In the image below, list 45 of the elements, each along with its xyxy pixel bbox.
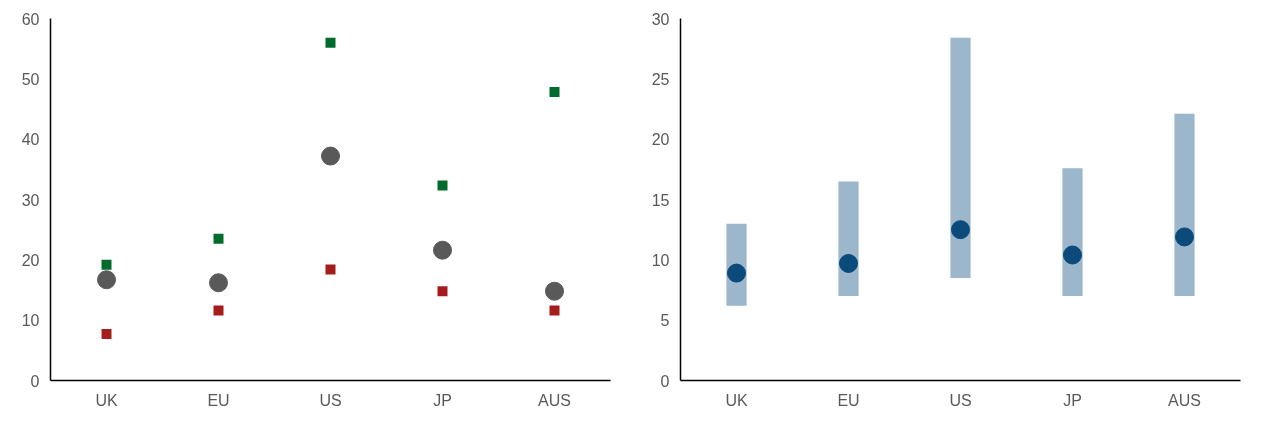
x-tick-label: US [319, 391, 342, 409]
y-tick-label: 30 [21, 191, 40, 209]
y-tick-label: 25 [651, 70, 670, 88]
y-tick-label: 0 [660, 372, 670, 390]
point [325, 264, 336, 275]
x-tick-label: JP [433, 391, 452, 409]
x-tick-label: US [949, 391, 972, 409]
y-tick-label: 50 [21, 70, 40, 88]
point [325, 37, 336, 48]
point [437, 286, 448, 297]
point [213, 305, 224, 316]
point [839, 253, 858, 273]
bar [950, 37, 971, 278]
x-tick-label: UK [725, 391, 748, 409]
point [545, 281, 564, 301]
y-tick-label: 0 [30, 372, 40, 390]
point [101, 259, 112, 270]
x-tick-label: EU [837, 391, 860, 409]
y-tick-label: 30 [651, 10, 670, 28]
point [209, 273, 228, 293]
point [1175, 227, 1194, 247]
y-tick-label: 20 [651, 131, 670, 149]
y-tick-label: 20 [21, 251, 40, 269]
y-tick-label: 10 [651, 251, 670, 269]
x-tick-label: AUS [538, 391, 571, 409]
y-tick-label: 10 [21, 312, 40, 330]
x-tick-label: JP [1063, 391, 1082, 409]
point [433, 240, 452, 260]
x-tick-label: EU [207, 391, 230, 409]
point [549, 305, 560, 316]
point [727, 263, 746, 283]
point [549, 87, 560, 98]
x-tick-label: AUS [1168, 391, 1201, 409]
point [101, 329, 112, 340]
point [321, 146, 340, 166]
y-tick-label: 60 [21, 10, 40, 28]
bar [1174, 113, 1195, 297]
y-tick-label: 40 [21, 131, 40, 149]
point [97, 270, 116, 290]
point [951, 220, 970, 240]
x-tick-label: UK [95, 391, 118, 409]
point [437, 180, 448, 191]
y-tick-label: 5 [660, 312, 670, 330]
point [213, 233, 224, 244]
y-tick-label: 15 [651, 191, 670, 209]
